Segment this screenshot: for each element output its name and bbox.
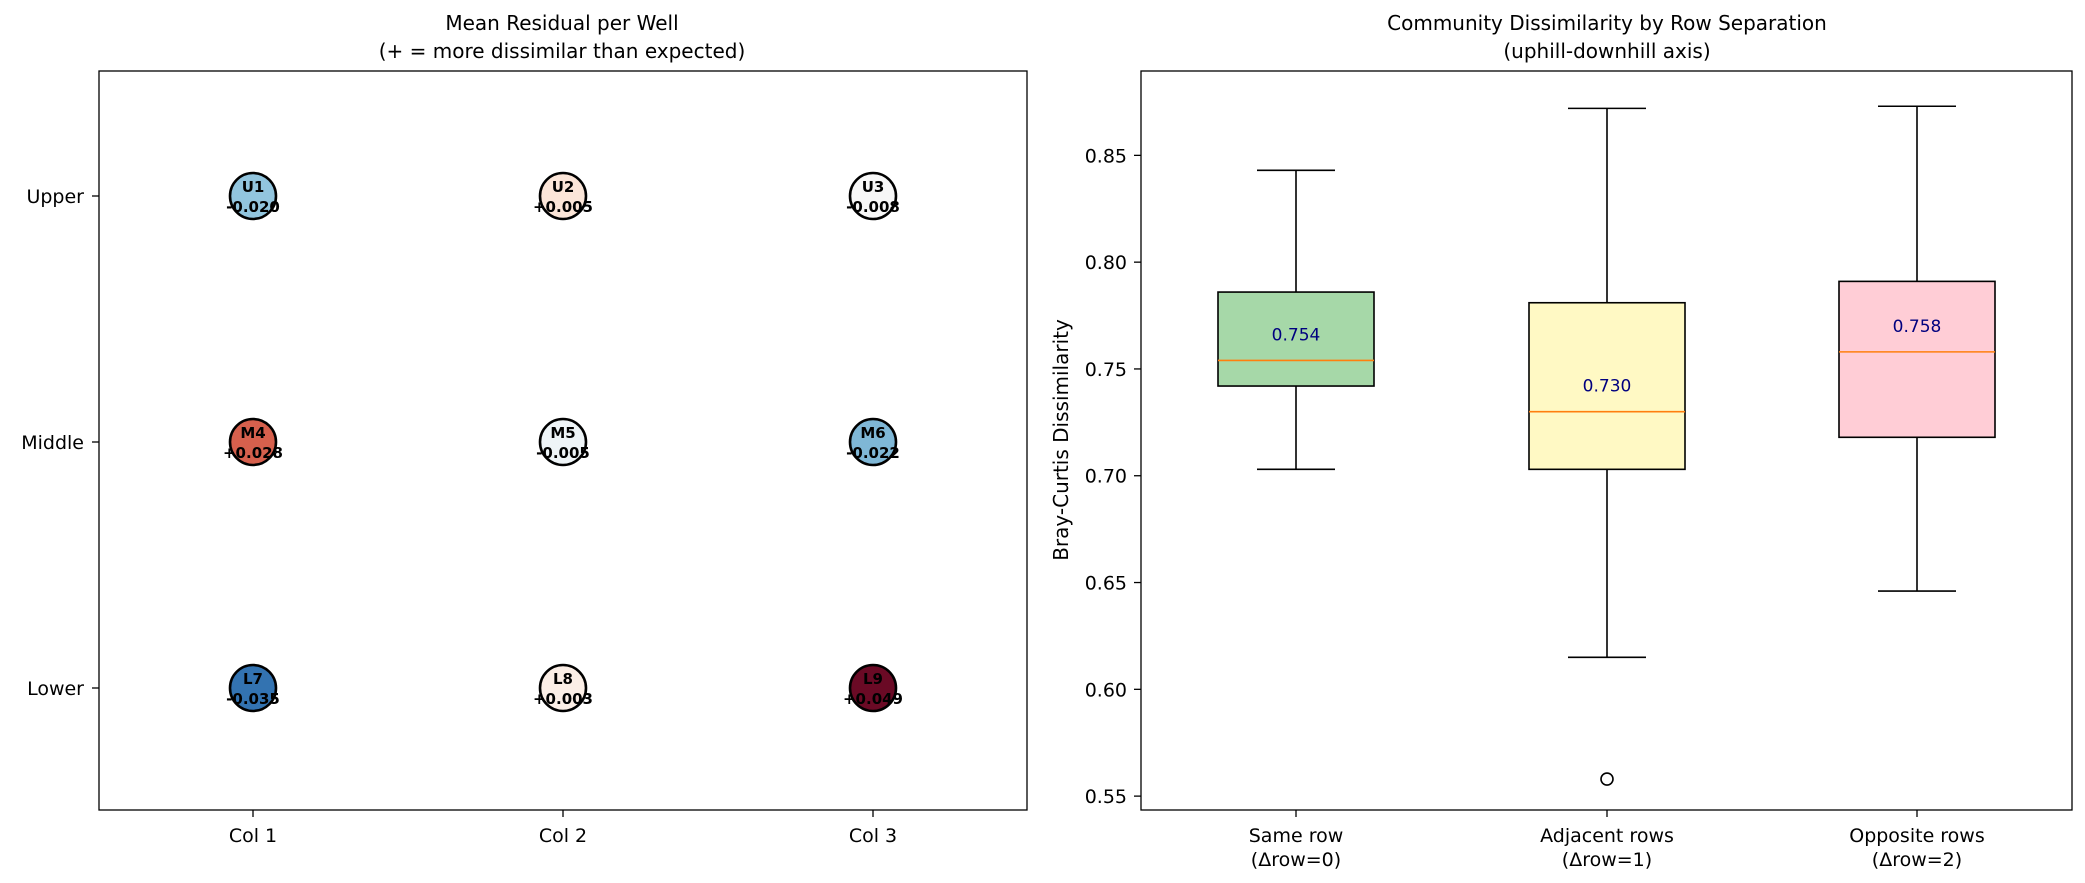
right-x-tick-label-line2: (Δrow=1) bbox=[1562, 849, 1652, 871]
left-chart-panel: Col 1 Col 2 Col 3 Upper Middle Lower U1 -0.02… bbox=[21, 70, 1028, 847]
well-label: L9 bbox=[863, 670, 883, 688]
well-circle bbox=[228, 663, 278, 713]
box-iqr bbox=[1528, 301, 1686, 471]
well-m4: M4 +0.028 bbox=[223, 417, 283, 467]
well-label: U2 bbox=[552, 178, 575, 196]
well-label: M5 bbox=[550, 424, 575, 442]
median-label: 0.758 bbox=[1893, 317, 1942, 337]
right-x-tick-label-line1: Same row bbox=[1249, 825, 1344, 847]
well-value: -0.005 bbox=[536, 444, 590, 462]
well-markers: U1 -0.020 U2 +0.005 U3 -0.008 M4 +0.028 M5 -0.005… bbox=[223, 171, 903, 713]
outlier-point bbox=[1600, 772, 1614, 786]
well-value: +0.028 bbox=[223, 444, 283, 462]
box-iqr bbox=[1217, 291, 1375, 387]
well-value: -0.022 bbox=[846, 444, 900, 462]
right-y-tick-label: 0.80 bbox=[1085, 252, 1127, 274]
well-label: L8 bbox=[553, 670, 573, 688]
right-x-tick-label-line2: (Δrow=2) bbox=[1872, 849, 1962, 871]
right-title-line2: (uphill-downhill axis) bbox=[1503, 39, 1710, 63]
right-x-tick-label-line1: Opposite rows bbox=[1849, 825, 1985, 847]
well-circle bbox=[538, 417, 588, 467]
left-title-line2: (+ = more dissimilar than expected) bbox=[379, 39, 746, 63]
right-y-tick-label: 0.85 bbox=[1085, 145, 1127, 167]
box-plot-0: 0.754 bbox=[1217, 169, 1375, 471]
well-value: +0.003 bbox=[533, 690, 593, 708]
median-label: 0.754 bbox=[1272, 325, 1321, 345]
well-label: M4 bbox=[240, 424, 265, 442]
well-label: M6 bbox=[860, 424, 885, 442]
well-circle bbox=[228, 417, 278, 467]
well-value: +0.049 bbox=[843, 690, 903, 708]
well-l9: L9 +0.049 bbox=[843, 663, 903, 713]
well-value: -0.020 bbox=[226, 198, 280, 216]
well-circle bbox=[538, 171, 588, 221]
left-x-tick-label: Col 1 bbox=[229, 825, 277, 847]
right-y-tick-label: 0.70 bbox=[1085, 466, 1127, 488]
well-label: U1 bbox=[242, 178, 265, 196]
right-chart-panel: Bray-Curtis Dissimilarity 0.550.600.650.… bbox=[1049, 70, 2073, 871]
well-u3: U3 -0.008 bbox=[846, 171, 900, 221]
well-m5: M5 -0.005 bbox=[536, 417, 590, 467]
median-label: 0.730 bbox=[1583, 377, 1632, 397]
right-x-axis: Same row(Δrow=0) Adjacent rows(Δrow=1) Opp… bbox=[1249, 810, 1985, 871]
left-title-line1: Mean Residual per Well bbox=[445, 11, 678, 35]
well-circle bbox=[848, 171, 898, 221]
box-plot-2: 0.758 bbox=[1838, 105, 1996, 592]
left-y-tick-label: Lower bbox=[27, 678, 84, 700]
right-y-tick-label: 0.75 bbox=[1085, 359, 1127, 381]
well-value: +0.005 bbox=[533, 198, 593, 216]
well-label: L7 bbox=[243, 670, 263, 688]
box-plot-1: 0.730 bbox=[1528, 107, 1686, 786]
well-l7: L7 -0.035 bbox=[226, 663, 280, 713]
right-x-tick-label-line1: Adjacent rows bbox=[1540, 825, 1674, 847]
well-u2: U2 +0.005 bbox=[533, 171, 593, 221]
well-circle bbox=[538, 663, 588, 713]
right-x-tick-label-line2: (Δrow=0) bbox=[1251, 849, 1341, 871]
right-y-axis: 0.55 0.60 0.65 0.70 0.75 0.80 0.85 bbox=[1085, 145, 1141, 808]
well-l8: L8 +0.003 bbox=[533, 663, 593, 713]
well-circle bbox=[848, 417, 898, 467]
well-value: -0.035 bbox=[226, 690, 280, 708]
well-circle bbox=[848, 663, 898, 713]
left-x-tick-label: Col 2 bbox=[539, 825, 587, 847]
well-value: -0.008 bbox=[846, 198, 900, 216]
left-y-tick-label: Upper bbox=[26, 186, 84, 208]
box-iqr bbox=[1838, 280, 1996, 439]
well-label: U3 bbox=[862, 178, 885, 196]
well-u1: U1 -0.020 bbox=[226, 171, 280, 221]
right-y-tick-label: 0.55 bbox=[1085, 786, 1127, 808]
left-x-tick-label: Col 3 bbox=[849, 825, 897, 847]
left-y-tick-label: Middle bbox=[21, 432, 84, 454]
left-x-axis: Col 1 Col 2 Col 3 bbox=[229, 810, 897, 847]
well-circle bbox=[228, 171, 278, 221]
well-m6: M6 -0.022 bbox=[846, 417, 900, 467]
right-title-line1: Community Dissimilarity by Row Separatio… bbox=[1387, 11, 1827, 35]
right-y-axis-label: Bray-Curtis Dissimilarity bbox=[1049, 319, 1073, 561]
right-y-tick-label: 0.60 bbox=[1085, 679, 1127, 701]
left-y-axis: Upper Middle Lower bbox=[21, 186, 99, 700]
right-y-tick-label: 0.65 bbox=[1085, 573, 1127, 595]
box-plots: 0.754 0.730 0.758 bbox=[1217, 105, 1996, 786]
